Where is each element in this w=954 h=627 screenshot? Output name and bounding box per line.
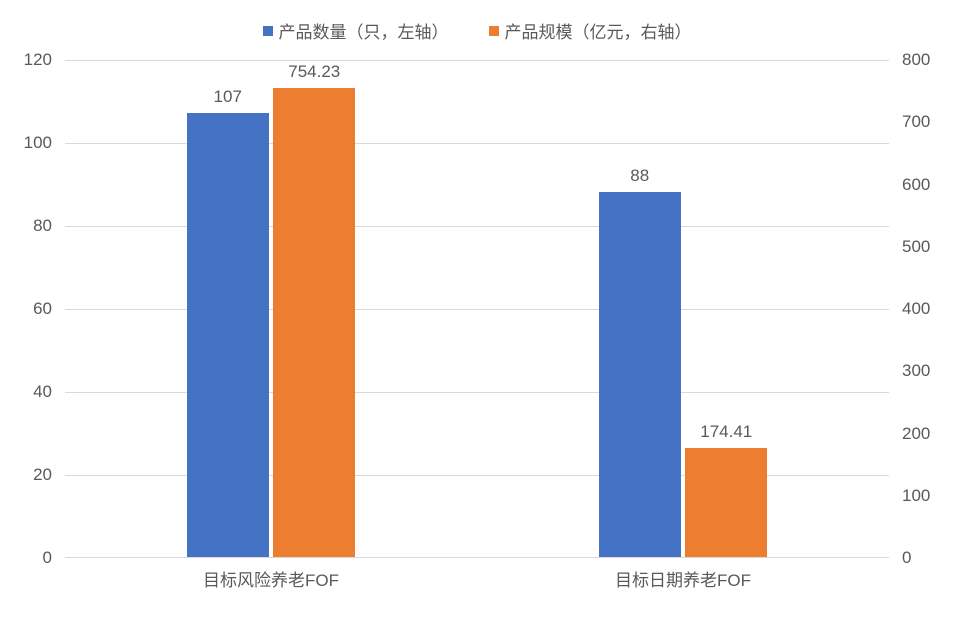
y-right-tick: 600: [896, 175, 954, 195]
legend-swatch-series-1: [263, 26, 273, 36]
bar-scale: [273, 88, 355, 558]
bars-layer: 107 754.23 88 174.41: [65, 60, 889, 557]
x-axis-label: 目标日期养老FOF: [477, 566, 889, 591]
y-left-tick: 0: [0, 548, 58, 568]
plot-area: 107 754.23 88 174.41: [65, 60, 889, 558]
legend: 产品数量（只，左轴） 产品规模（亿元，右轴）: [0, 18, 954, 43]
y-left-tick: 120: [0, 50, 58, 70]
y-left-tick: 80: [0, 216, 58, 236]
legend-label-series-1: 产品数量（只，左轴）: [279, 18, 449, 43]
legend-item-series-2: 产品规模（亿元，右轴）: [489, 18, 692, 43]
y-right-tick: 300: [896, 361, 954, 381]
bar-value-label: 107: [214, 87, 242, 107]
bar-value-label: 88: [630, 166, 649, 186]
y-right-tick: 500: [896, 237, 954, 257]
y-right-axis-labels: 0100200300400500600700800: [896, 60, 954, 558]
y-right-tick: 0: [896, 548, 954, 568]
y-left-tick: 20: [0, 465, 58, 485]
y-right-tick: 700: [896, 112, 954, 132]
y-left-tick: 40: [0, 382, 58, 402]
legend-item-series-1: 产品数量（只，左轴）: [263, 18, 449, 43]
bar-scale: [685, 448, 767, 557]
y-right-tick: 800: [896, 50, 954, 70]
y-right-tick: 200: [896, 424, 954, 444]
x-axis-labels: 目标风险养老FOF目标日期养老FOF: [65, 566, 889, 591]
bar-value-label: 754.23: [288, 62, 340, 82]
legend-label-series-2: 产品规模（亿元，右轴）: [505, 18, 692, 43]
y-right-tick: 100: [896, 486, 954, 506]
bar-count: [187, 113, 269, 557]
x-axis-label: 目标风险养老FOF: [65, 566, 477, 591]
y-right-tick: 400: [896, 299, 954, 319]
y-left-axis-labels: 020406080100120: [0, 60, 58, 558]
y-left-tick: 100: [0, 133, 58, 153]
bar-count: [599, 192, 681, 557]
chart-container: 产品数量（只，左轴） 产品规模（亿元，右轴） 0 20 40 60 80 100 120 0…: [0, 0, 954, 627]
y-left-tick: 60: [0, 299, 58, 319]
legend-swatch-series-2: [489, 26, 499, 36]
bar-value-label: 174.41: [700, 422, 752, 442]
